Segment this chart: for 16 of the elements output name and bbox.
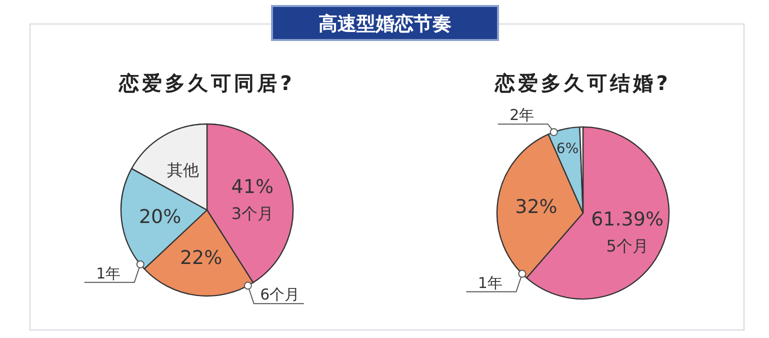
slice-label: 6个月 bbox=[260, 286, 300, 304]
data-label: 61.39% bbox=[591, 208, 664, 231]
chart-title: 恋爱多久可结婚? bbox=[494, 71, 671, 95]
slice-label: 5个月 bbox=[606, 236, 648, 256]
data-label: 20% bbox=[138, 206, 182, 228]
slice-label: 1年 bbox=[96, 264, 121, 282]
data-label: 41% bbox=[231, 176, 274, 198]
slice-label: 3个月 bbox=[231, 204, 274, 223]
slice-label: 2年 bbox=[510, 106, 534, 124]
data-label: 6% bbox=[556, 140, 579, 157]
chart-title: 恋爱多久可同居? bbox=[118, 71, 295, 95]
slice-label: 其他 bbox=[166, 160, 199, 180]
slice-label: 1年 bbox=[478, 274, 502, 292]
text: 高速型婚恋节奏 bbox=[318, 13, 452, 35]
data-label: 32% bbox=[515, 196, 558, 218]
data-label: 22% bbox=[180, 246, 222, 269]
